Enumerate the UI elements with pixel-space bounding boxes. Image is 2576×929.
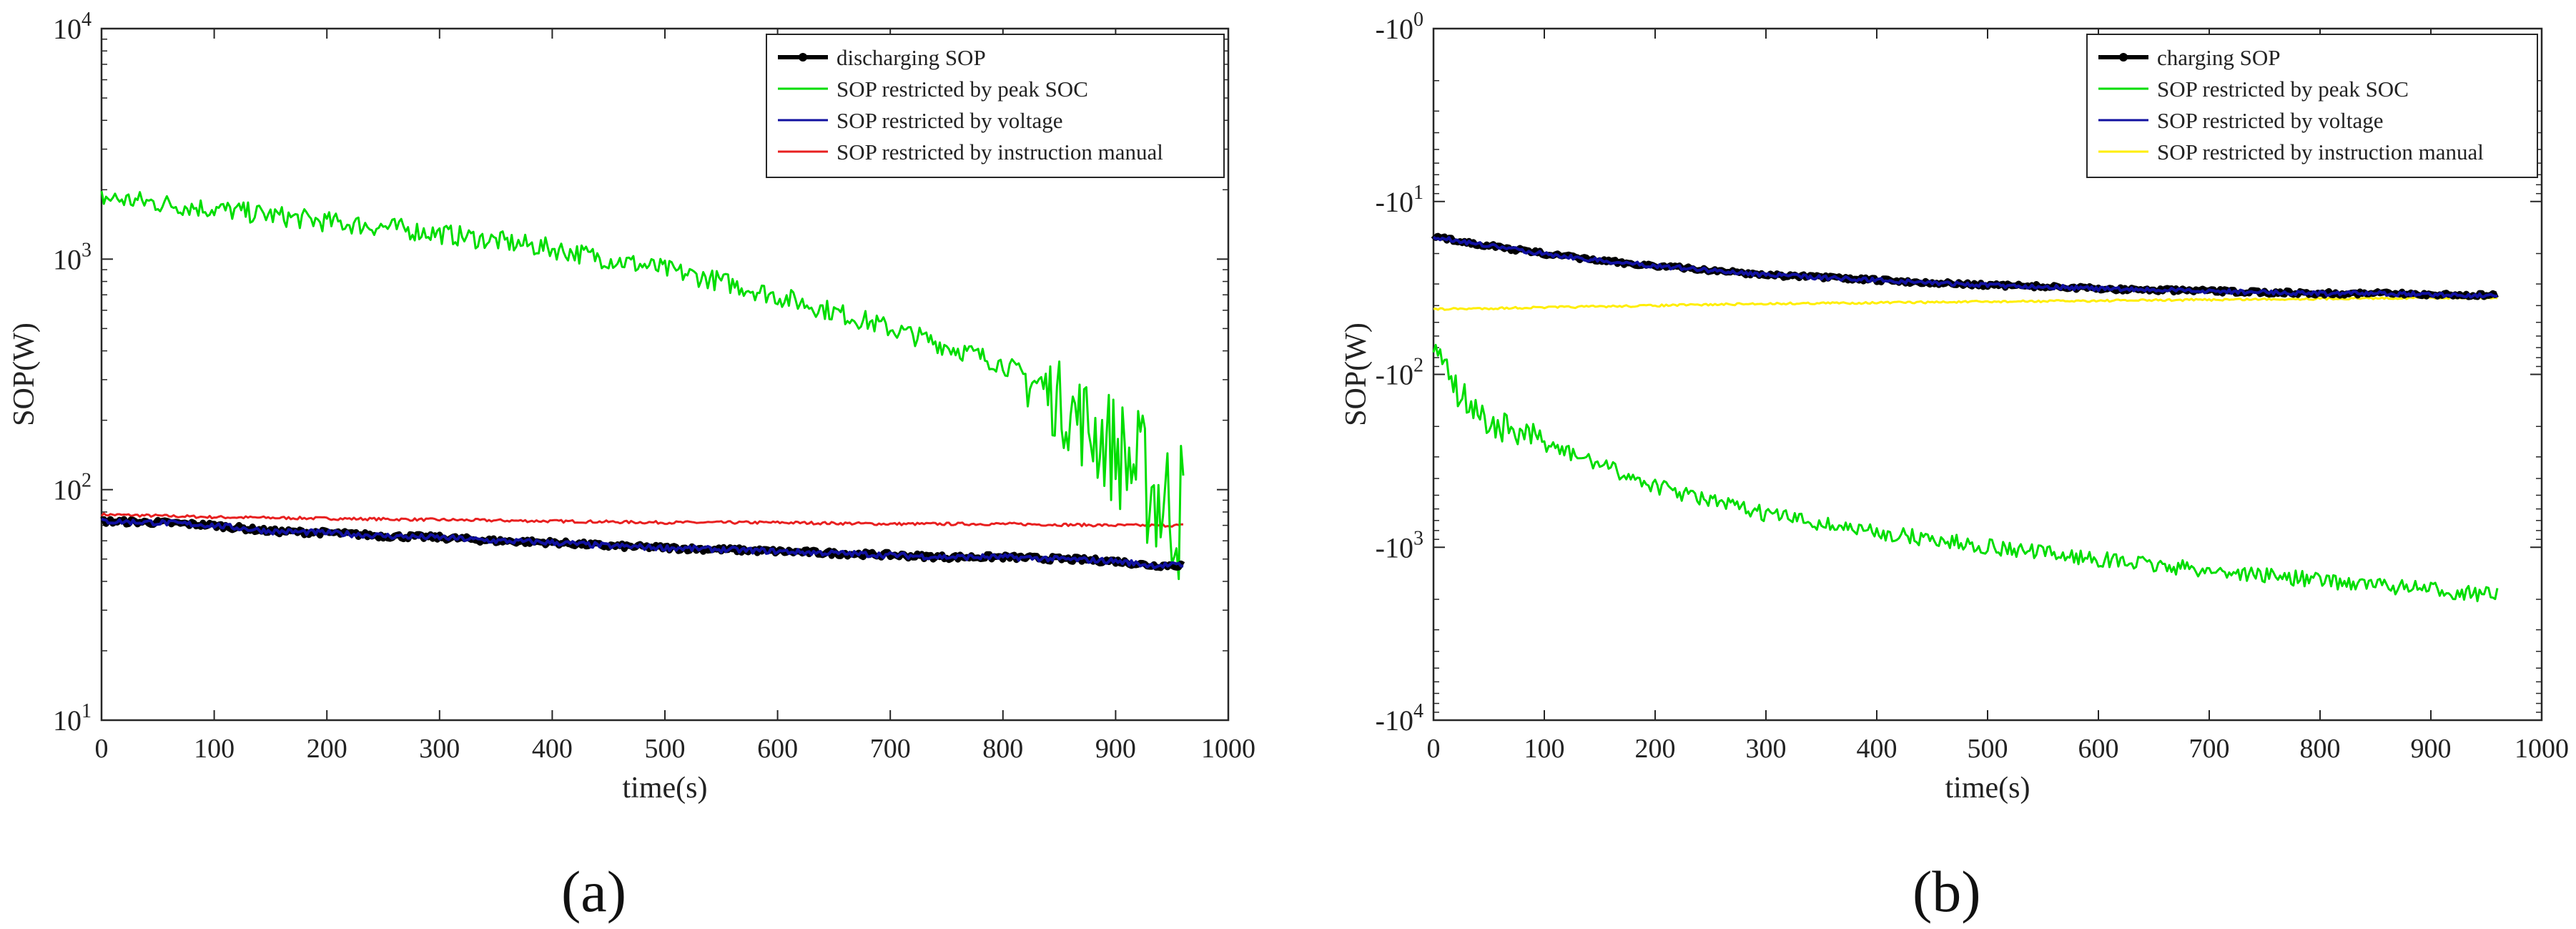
chart-panel-b: 0 100 200 300 400 500 600 700 800 900 1000 -100 -101…	[1340, 9, 2569, 805]
series-line-sop-restricted-by-peak-soc	[100, 190, 1185, 581]
legend-marker	[2119, 53, 2128, 62]
chart-panel-a: 0 100 200 300 400 500 600 700 800 900 1000 101 102 10…	[8, 9, 1255, 805]
x-tick-label: 100	[1524, 734, 1565, 764]
legend-marker	[799, 53, 807, 62]
series-line-sop-restricted-by-voltage	[101, 517, 1184, 570]
x-tick-label: 0	[1427, 734, 1441, 764]
x-tick-label: 900	[2411, 734, 2452, 764]
y-tick-label: 103	[53, 239, 92, 275]
legend-box	[2086, 34, 2538, 178]
series-line-sop-restricted-by-instruction-manual	[100, 512, 1183, 528]
y-axis-label: SOP(W)	[1340, 323, 1373, 426]
y-axis-label: SOP(W)	[8, 323, 41, 426]
y-tick-label: 102	[53, 470, 92, 506]
x-tick-label: 400	[532, 734, 573, 764]
y-tick-label: -103	[1376, 527, 1423, 564]
x-tick-label: 200	[307, 734, 347, 764]
x-tick-label: 700	[870, 734, 911, 764]
x-tick-label: 600	[757, 734, 798, 764]
x-tick-label: 400	[1857, 734, 1898, 764]
x-tick-label: 800	[982, 734, 1023, 764]
x-tick-label: 900	[1095, 734, 1136, 764]
y-tick-label: 101	[53, 700, 92, 737]
x-tick-label: 200	[1635, 734, 1676, 764]
y-tick-label: -100	[1376, 9, 1423, 45]
x-tick-label: 1000	[1201, 734, 1255, 764]
x-tick-label: 600	[2078, 734, 2119, 764]
x-axis-label: time(s)	[623, 772, 708, 805]
x-tick-label: 300	[1746, 734, 1787, 764]
legend-label: charging SOP	[2157, 45, 2281, 70]
legend-label: SOP restricted by voltage	[2157, 108, 2384, 133]
legend-label: SOP restricted by instruction manual	[837, 139, 1163, 164]
series-line-sop-restricted-by-voltage	[1432, 235, 2497, 299]
legend-label: SOP restricted by voltage	[837, 108, 1063, 133]
y-tick-label: 104	[53, 9, 92, 45]
legend-box	[766, 34, 1225, 178]
x-tick-label: 300	[419, 734, 460, 764]
series-line-sop-restricted-by-peak-soc	[1432, 343, 2499, 603]
y-tick-label: -101	[1376, 182, 1423, 218]
x-tick-label: 500	[1968, 734, 2008, 764]
legend-label: SOP restricted by instruction manual	[2157, 139, 2484, 164]
legend-label: discharging SOP	[837, 45, 986, 70]
y-tick-label: -104	[1376, 700, 1423, 737]
x-tick-label: 800	[2300, 734, 2341, 764]
x-tick-label: 500	[645, 734, 686, 764]
x-axis-label: time(s)	[1945, 772, 2030, 805]
x-tick-label: 1000	[2515, 734, 2569, 764]
legend-label: SOP restricted by peak SOC	[837, 77, 1088, 102]
series-line-sop-restricted-by-instruction-manual	[1433, 295, 2498, 311]
y-tick-label: -102	[1376, 355, 1423, 391]
legend-label: SOP restricted by peak SOC	[2157, 77, 2409, 102]
x-tick-label: 700	[2189, 734, 2230, 764]
panel-label-a: (a)	[561, 859, 627, 924]
x-tick-label: 0	[95, 734, 109, 764]
panel-label-b: (b)	[1913, 859, 1981, 924]
x-tick-label: 100	[194, 734, 235, 764]
